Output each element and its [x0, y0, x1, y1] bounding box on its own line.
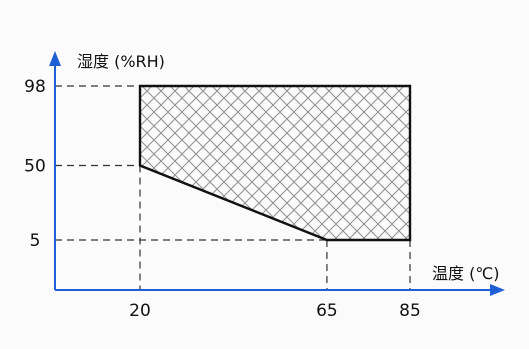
axes-layer	[49, 51, 505, 296]
x-axis-title: 温度 (℃)	[432, 264, 500, 283]
y-tick-label-50: 50	[24, 156, 46, 176]
guide-lines-layer	[55, 85, 411, 290]
y-axis-arrow-icon	[49, 51, 61, 66]
operating-region	[138, 84, 412, 242]
x-tick-label-65: 65	[316, 301, 338, 321]
y-tick-label-5: 5	[30, 231, 41, 251]
x-tick-label-20: 20	[129, 301, 151, 321]
y-axis-title: 湿度 (%RH)	[77, 52, 165, 71]
operating-region-layer	[138, 84, 412, 242]
y-tick-label-98: 98	[24, 77, 46, 97]
x-axis-arrow-icon	[490, 284, 505, 296]
x-tick-label-85: 85	[399, 301, 421, 321]
tick-labels-layer: 5 50 98 20 65 85	[24, 77, 421, 321]
